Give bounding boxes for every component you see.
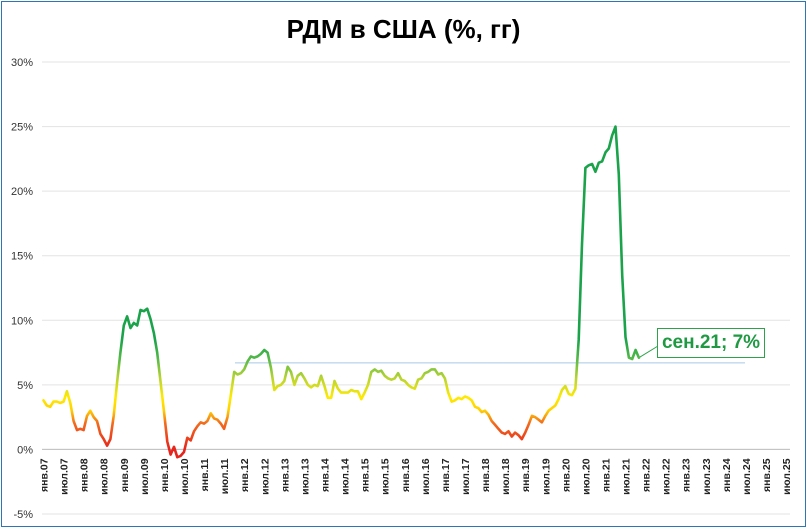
x-tick-label: июл.11 [219, 458, 231, 494]
chart-title: РДМ в США (%, гг) [286, 14, 521, 44]
x-tick-label: янв.07 [39, 458, 51, 492]
series-line [42, 125, 641, 459]
x-tick-label: июл.15 [380, 458, 392, 495]
x-axis: янв.07 июл.07 янв.08 июл.08 янв.09 июл.09 янв.… [39, 458, 794, 495]
x-tick-label: июл.21 [621, 458, 633, 495]
x-tick-label: июл.10 [179, 458, 191, 495]
x-tick-label: янв.09 [119, 458, 131, 492]
x-tick-label: янв.23 [681, 458, 693, 492]
x-tick-label: июл.07 [59, 458, 71, 495]
x-tick-label: янв.12 [239, 458, 251, 492]
y-tick-label: 30% [11, 57, 33, 69]
x-tick-label: июл.25 [781, 458, 793, 495]
x-tick-label: янв.16 [400, 458, 412, 492]
x-tick-label: янв.11 [199, 458, 211, 491]
y-tick-label: 15% [11, 251, 33, 263]
x-tick-label: янв.18 [480, 458, 492, 492]
x-tick-label: июл.08 [99, 458, 111, 495]
x-tick-label: июл.20 [580, 458, 592, 495]
x-tick-label: янв.08 [79, 458, 91, 492]
x-tick-label: июл.09 [139, 458, 151, 495]
x-tick-label: янв.14 [319, 458, 331, 492]
y-tick-label: 0% [17, 444, 33, 456]
x-tick-label: янв.15 [360, 458, 372, 492]
x-tick-label: июл.22 [661, 458, 673, 495]
x-tick-label: июл.14 [340, 458, 352, 495]
y-tick-label: 20% [11, 186, 33, 198]
x-tick-label: янв.19 [520, 458, 532, 492]
x-tick-label: июл.16 [420, 458, 432, 495]
callout-leader [638, 345, 659, 359]
x-tick-label: июл.23 [701, 458, 713, 495]
x-tick-label: янв.13 [279, 458, 291, 492]
x-tick-label: янв.17 [440, 458, 452, 492]
x-tick-label: янв.22 [641, 458, 653, 492]
annotation-callout: сен.21; 7% [657, 328, 765, 358]
x-tick-label: янв.24 [721, 458, 733, 492]
y-axis: -5% 0% 5% 10% 15% 20% 25% 30% [11, 57, 33, 521]
x-tick-label: июл.18 [500, 458, 512, 495]
x-tick-label: июл.13 [299, 458, 311, 495]
y-tick-label: 25% [11, 122, 33, 134]
x-tick-label: янв.20 [560, 458, 572, 492]
y-tick-label: 10% [11, 315, 33, 327]
x-tick-label: янв.25 [761, 458, 773, 492]
x-tick-label: июл.24 [741, 458, 753, 495]
x-tick-label: июл.17 [460, 458, 472, 495]
y-tick-label: 5% [17, 380, 33, 392]
gridlines [42, 61, 790, 515]
x-tick-label: июл.19 [540, 458, 552, 495]
x-tick-label: июл.12 [259, 458, 271, 495]
y-tick-label: -5% [13, 509, 33, 521]
x-tick-label: янв.21 [600, 458, 612, 492]
x-tick-label: янв.10 [159, 458, 171, 492]
